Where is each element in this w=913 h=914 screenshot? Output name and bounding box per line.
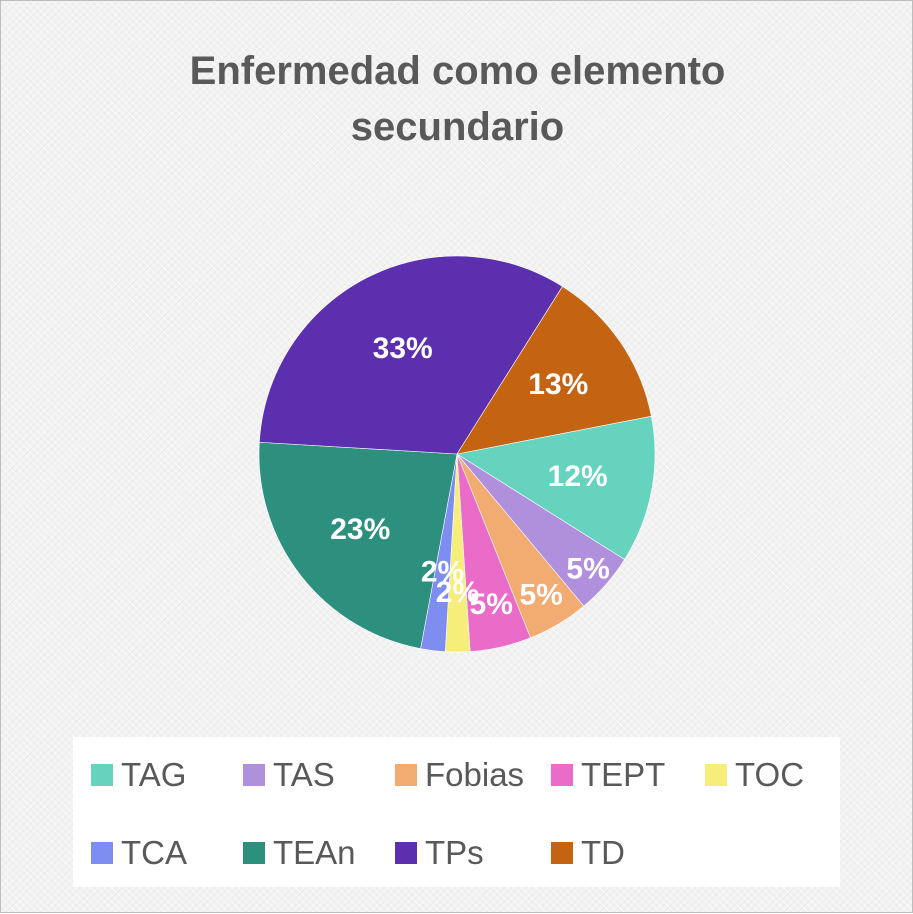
chart-title: Enfermedad como elemento secundario xyxy=(189,49,726,149)
legend-swatch xyxy=(91,842,113,864)
legend-swatch xyxy=(551,842,573,864)
legend-label: TCA xyxy=(121,834,187,871)
legend-item-tept: TEPT xyxy=(551,756,666,793)
legend-label: TAG xyxy=(121,756,187,793)
data-label-tean: 23% xyxy=(330,513,390,546)
pie-slice-tean xyxy=(258,441,458,649)
legend-swatch xyxy=(395,764,417,786)
legend-item-fobias: Fobias xyxy=(395,756,525,793)
legend-swatch xyxy=(243,842,265,864)
data-label-tps: 33% xyxy=(373,332,433,365)
legend-label: TAS xyxy=(273,756,335,793)
legend-label: TPs xyxy=(425,834,484,871)
data-label-td: 13% xyxy=(528,368,588,401)
pie-slice-tps xyxy=(259,255,563,455)
legend-label: TEAn xyxy=(273,834,356,871)
legend-item-tag: TAG xyxy=(91,756,187,793)
legend-label: TEPT xyxy=(581,756,666,793)
legend-swatch xyxy=(705,764,727,786)
legend-item-td: TD xyxy=(551,834,625,871)
legend-label: TD xyxy=(581,834,625,871)
data-label-tas: 5% xyxy=(566,552,609,585)
legend: TAG TAS Fobias TEPT TOC TCA TEAn TPs xyxy=(73,737,840,887)
data-label-tept: 5% xyxy=(470,588,513,621)
legend-item-toc: TOC xyxy=(705,756,805,793)
legend-swatch xyxy=(551,764,573,786)
data-label-toc: 2% xyxy=(436,576,479,609)
legend-item-tps: TPs xyxy=(395,834,484,871)
data-label-fobias: 5% xyxy=(519,579,562,612)
pie-slice-tag xyxy=(456,415,656,560)
legend-item-tean: TEAn xyxy=(243,834,356,871)
legend-swatch xyxy=(91,764,113,786)
legend-label: Fobias xyxy=(425,756,525,793)
pie-slice-td xyxy=(456,286,652,455)
data-label-tca: 2% xyxy=(421,555,464,588)
data-label-tag: 12% xyxy=(548,460,608,493)
legend-swatch xyxy=(395,842,417,864)
legend-swatch xyxy=(243,764,265,786)
legend-label: TOC xyxy=(735,756,805,793)
legend-item-tas: TAS xyxy=(243,756,335,793)
legend-item-tca: TCA xyxy=(91,834,187,871)
